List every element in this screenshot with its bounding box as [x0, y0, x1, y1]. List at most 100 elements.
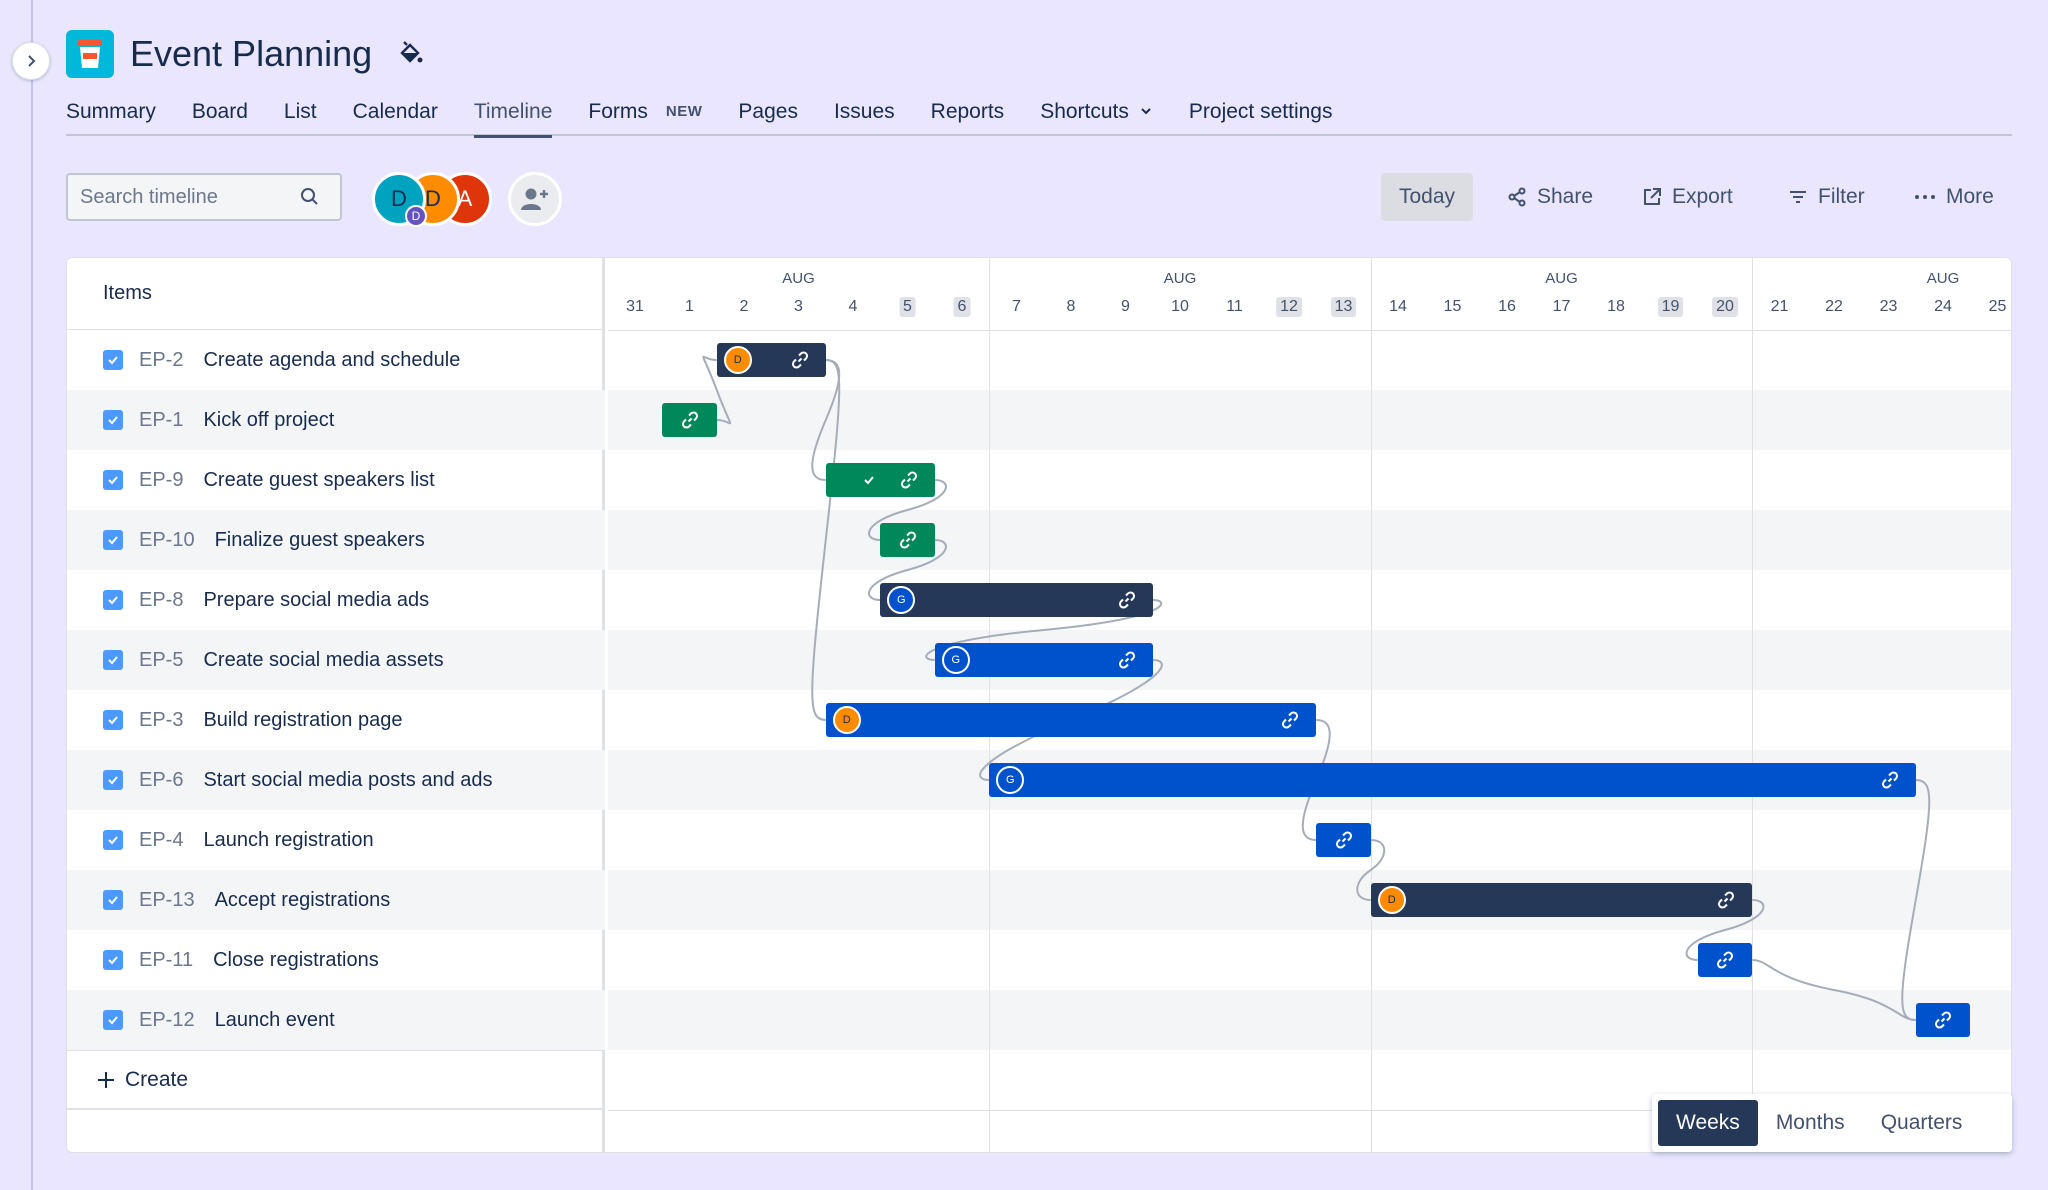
link-icon[interactable]: [790, 350, 810, 375]
issue-type-checkbox-icon: [103, 950, 123, 970]
timeline-bar[interactable]: [662, 403, 717, 437]
list-item[interactable]: EP-12 Launch event: [67, 990, 605, 1050]
day-label: 24: [1934, 298, 1952, 315]
dependency-line: [925, 599, 1163, 661]
dependency-line: [1901, 779, 1931, 1021]
day-label: 12: [1276, 297, 1302, 317]
day-label: 2: [739, 298, 749, 315]
add-people-button[interactable]: [508, 172, 562, 226]
tab-board[interactable]: Board: [191, 100, 248, 123]
timeline-bar[interactable]: [1316, 823, 1371, 857]
timeline-bar[interactable]: [880, 523, 935, 557]
share-icon: [1508, 187, 1526, 207]
zoom-switcher: Weeks Months Quarters: [1652, 1094, 2012, 1152]
tab-pages[interactable]: Pages: [738, 100, 798, 123]
link-icon[interactable]: [1280, 710, 1300, 735]
list-item[interactable]: EP-1 Kick off project: [67, 390, 605, 450]
day-label: 23: [1879, 298, 1898, 315]
issue-key: EP-1: [139, 408, 184, 431]
issue-summary: Prepare social media ads: [203, 588, 430, 611]
timeline-bar[interactable]: G: [934, 643, 1153, 677]
assignee-avatar: G: [996, 766, 1025, 794]
day-label: 1: [685, 298, 694, 315]
timeline-bar[interactable]: G: [880, 583, 1153, 617]
tab-timeline[interactable]: Timeline: [473, 96, 552, 138]
list-item[interactable]: EP-9 Create guest speakers list: [67, 450, 605, 510]
list-item[interactable]: EP-4 Launch registration: [67, 810, 605, 870]
tab-forms[interactable]: Forms NEW: [588, 100, 703, 123]
avatar-sub-badge: D: [405, 205, 427, 227]
link-icon[interactable]: [898, 530, 918, 555]
day-label: 11: [1226, 298, 1243, 315]
issue-key: EP-10: [139, 528, 195, 551]
issue-key: EP-11: [139, 948, 194, 971]
filter-button[interactable]: Filter: [1770, 173, 1883, 221]
dependency-lines: [702, 355, 1931, 1021]
search-input[interactable]: [80, 185, 300, 209]
timeline-bar[interactable]: D: [716, 343, 826, 377]
tab-issues[interactable]: Issues: [833, 100, 895, 123]
tab-list[interactable]: List: [283, 100, 317, 123]
list-item[interactable]: EP-10 Finalize guest speakers: [67, 510, 605, 570]
zoom-months-button[interactable]: Months: [1775, 1111, 1845, 1134]
link-icon[interactable]: [1716, 890, 1736, 915]
link-icon[interactable]: [1117, 650, 1137, 675]
month-label: AUG: [1545, 270, 1578, 287]
issue-summary: Finalize guest speakers: [214, 528, 425, 551]
issue-summary: Accept registrations: [214, 888, 391, 911]
header-divider: [608, 330, 2011, 331]
timeline-bar[interactable]: [825, 463, 935, 497]
list-item[interactable]: EP-13 Accept registrations: [67, 870, 605, 930]
day-label: 19: [1657, 297, 1684, 317]
more-button[interactable]: More: [1896, 173, 2012, 221]
list-item[interactable]: EP-6 Start social media posts and ads: [67, 750, 605, 810]
day-label: 17: [1552, 298, 1571, 315]
list-item[interactable]: EP-8 Prepare social media ads: [67, 570, 605, 630]
timeline-bar[interactable]: D: [1370, 883, 1753, 917]
timeline-bar[interactable]: [1915, 1003, 1971, 1037]
tab-reports[interactable]: Reports: [930, 100, 1005, 123]
issue-key: EP-9: [139, 468, 184, 491]
today-button[interactable]: Today: [1381, 173, 1474, 221]
timeline-bar[interactable]: [1697, 943, 1753, 977]
tab-project-settings[interactable]: Project settings: [1188, 100, 1333, 123]
avatar[interactable]: D D: [372, 172, 427, 227]
timeline-row: [608, 510, 2011, 570]
share-button[interactable]: Share: [1489, 173, 1611, 221]
export-icon: [1644, 188, 1661, 205]
day-label: 4: [848, 298, 858, 315]
timeline-bar[interactable]: D: [825, 703, 1317, 737]
export-button[interactable]: Export: [1624, 173, 1751, 221]
link-icon[interactable]: [1117, 590, 1137, 615]
day-label: 9: [1121, 298, 1130, 315]
tab-summary[interactable]: Summary: [66, 100, 156, 123]
link-icon[interactable]: [1334, 830, 1354, 855]
link-icon[interactable]: [1933, 1010, 1953, 1035]
dependency-line: [1685, 899, 1765, 961]
link-icon[interactable]: [1880, 770, 1900, 795]
zoom-weeks-button[interactable]: Weeks: [1658, 1100, 1758, 1146]
tab-calendar[interactable]: Calendar: [352, 100, 438, 123]
list-item[interactable]: EP-2 Create agenda and schedule: [67, 330, 605, 390]
dependency-line: [811, 359, 841, 481]
search-box[interactable]: [66, 173, 342, 221]
tab-shortcuts[interactable]: Shortcuts: [1040, 96, 1153, 136]
create-item-button[interactable]: Create: [67, 1050, 605, 1110]
timeline-row: [608, 990, 2011, 1050]
week-divider: [1752, 258, 1754, 1152]
paint-bucket-icon[interactable]: [398, 41, 424, 67]
day-label: 3: [794, 298, 803, 315]
issue-type-checkbox-icon: [103, 530, 123, 550]
list-item[interactable]: EP-3 Build registration page: [67, 690, 605, 750]
day-label: 16: [1498, 298, 1516, 315]
link-icon[interactable]: [680, 410, 700, 435]
link-icon[interactable]: [899, 470, 919, 495]
link-icon[interactable]: [1715, 950, 1735, 975]
zoom-quarters-button[interactable]: Quarters: [1880, 1111, 1963, 1134]
list-item[interactable]: EP-5 Create social media assets: [67, 630, 605, 690]
timeline-bar[interactable]: G: [989, 763, 1916, 797]
list-item[interactable]: EP-11 Close registrations: [67, 930, 605, 990]
dependency-line: [811, 359, 841, 721]
expand-sidebar-button[interactable]: [12, 42, 50, 80]
issue-key: EP-8: [139, 588, 184, 611]
